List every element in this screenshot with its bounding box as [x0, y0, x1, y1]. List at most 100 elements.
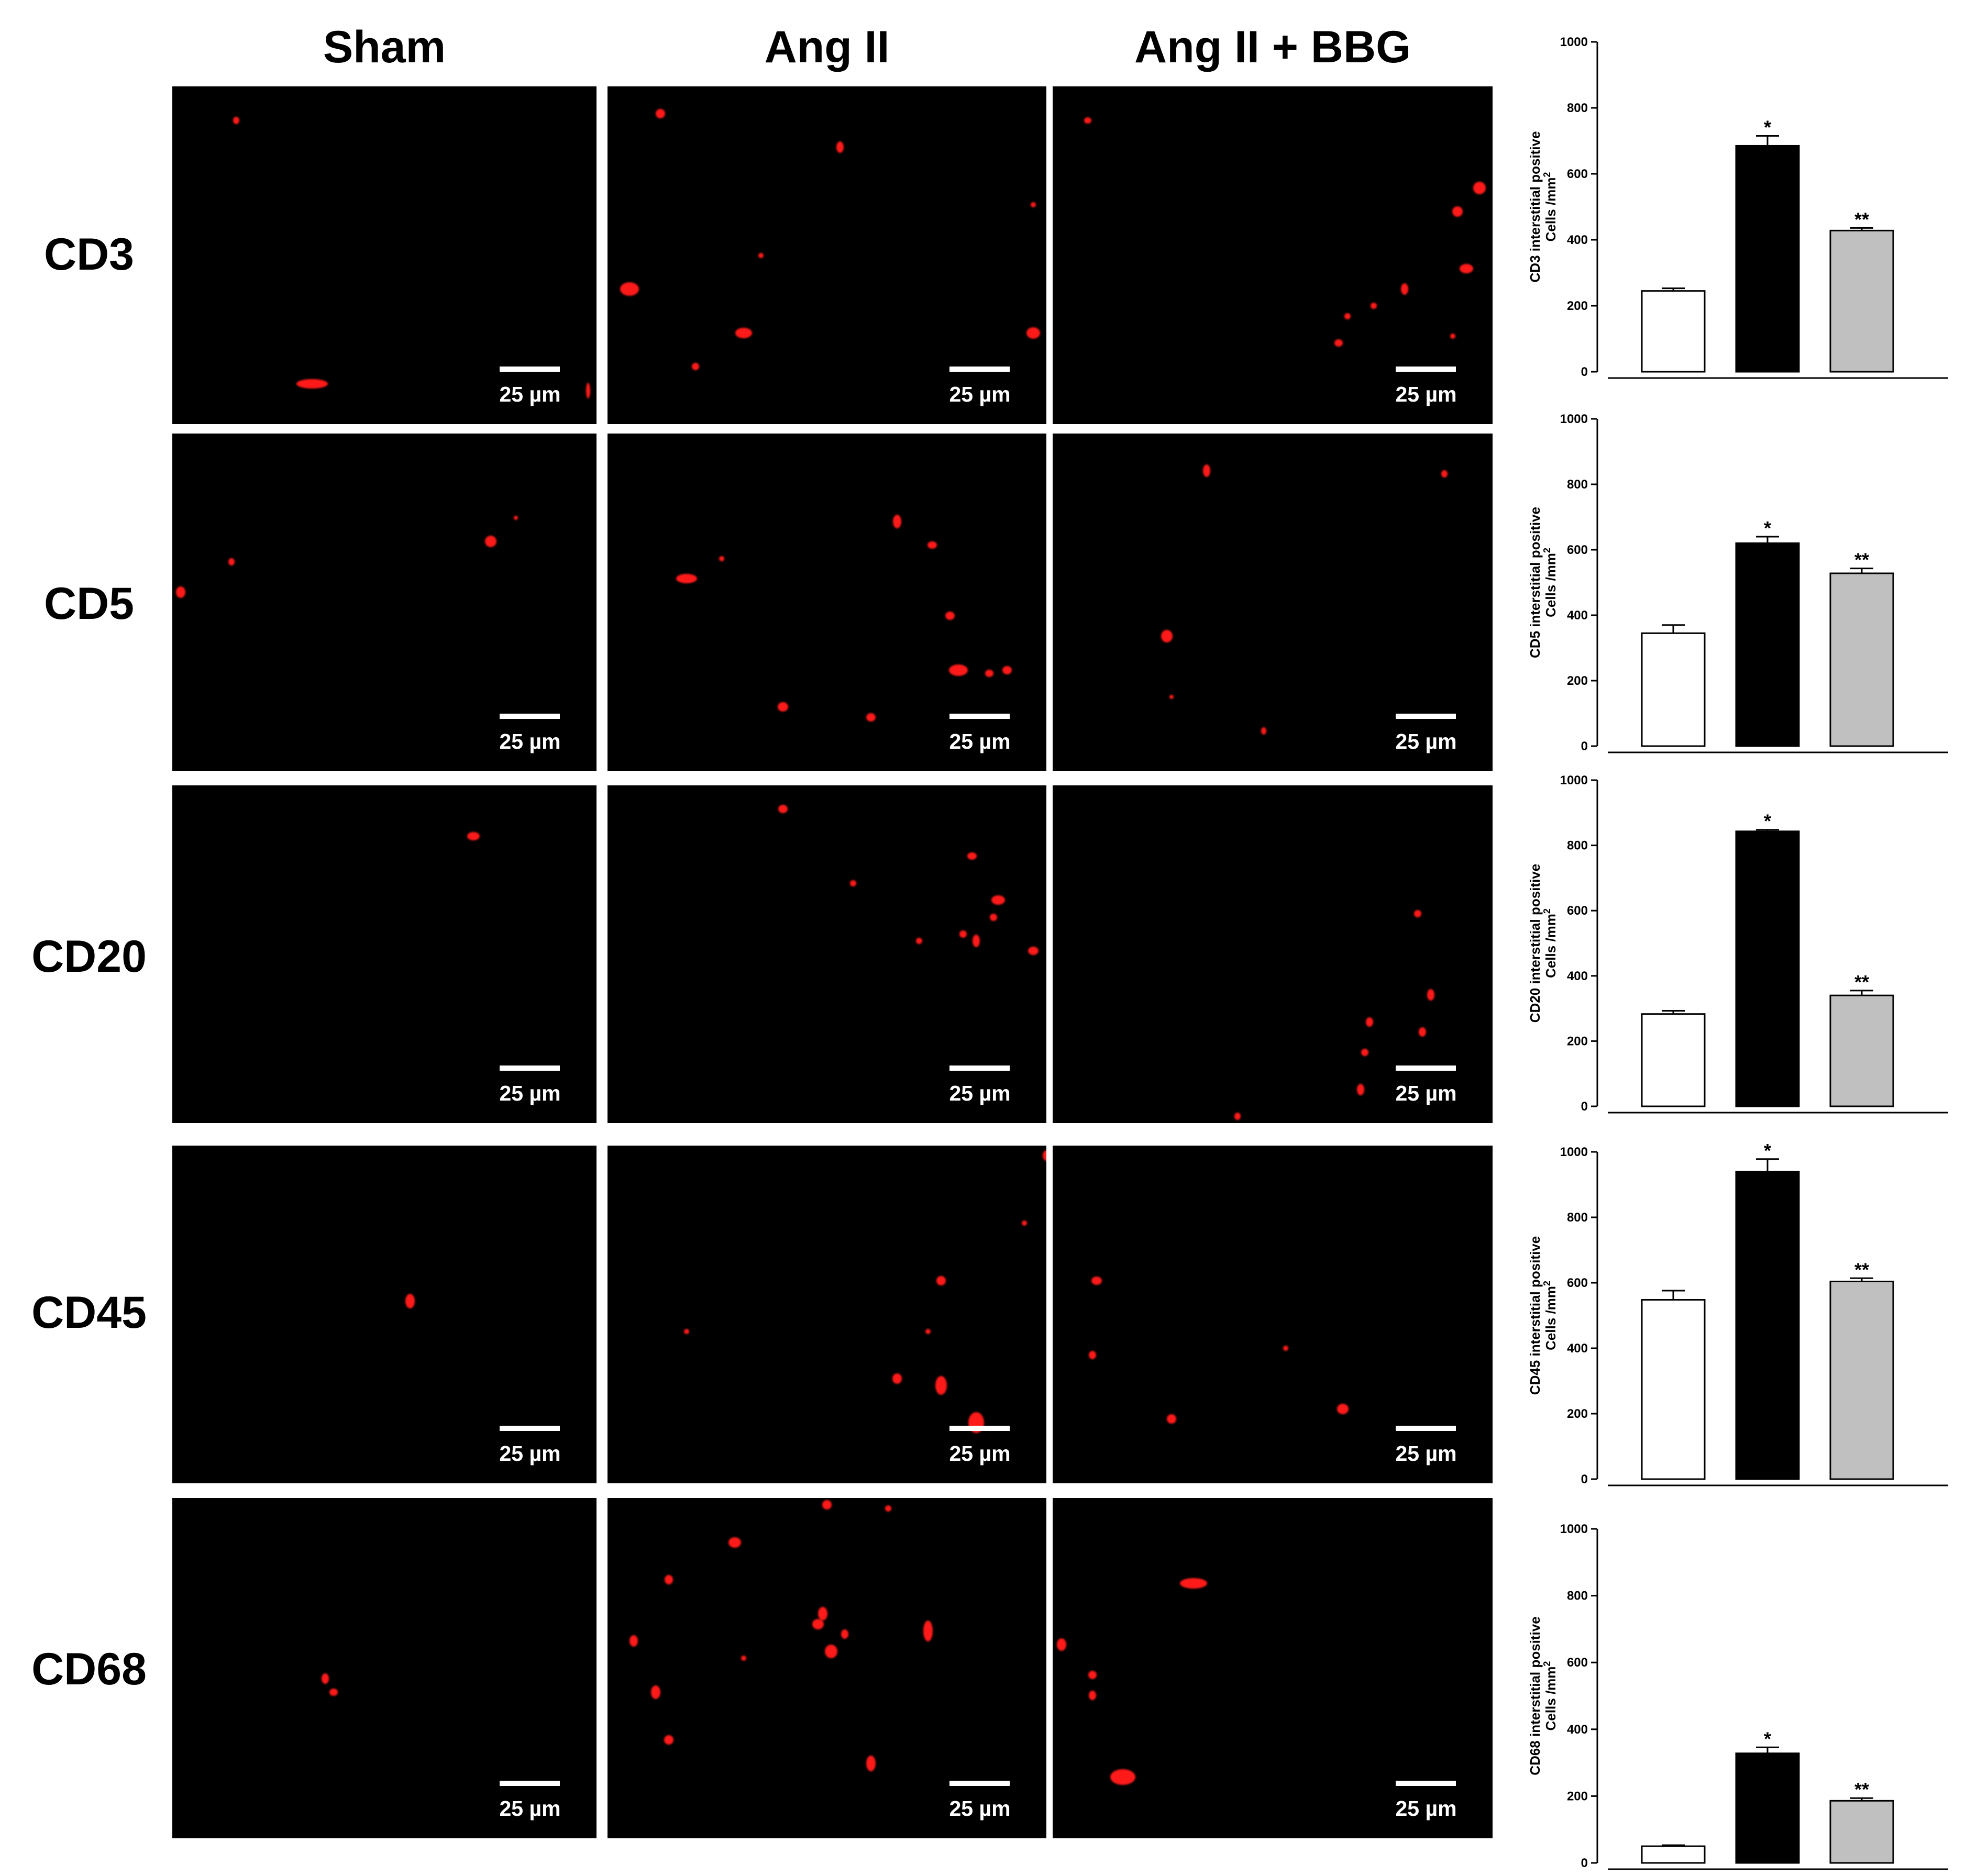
micrograph-cd45-sham: 25 µm [172, 1146, 597, 1483]
scale-bar [949, 1781, 1010, 1786]
stained-cell [651, 1685, 661, 1699]
stained-cell [1030, 202, 1036, 207]
stained-cell [990, 913, 998, 921]
scale-bar-label: 25 µm [949, 1441, 1011, 1466]
scale-bar [949, 714, 1010, 719]
stained-cell [586, 382, 590, 398]
stained-cell [1203, 464, 1210, 477]
y-tick-label: 1000 [1560, 412, 1588, 426]
significance-label: ** [1854, 549, 1869, 571]
y-tick-label: 400 [1567, 233, 1588, 247]
stained-cell [683, 1328, 689, 1334]
stained-cell [758, 252, 764, 258]
stained-cell [836, 141, 844, 153]
y-axis-label-superscript: 2 [1542, 908, 1552, 914]
stained-cell [991, 895, 1005, 905]
stained-cell [1166, 1414, 1176, 1424]
y-axis-label-superscript: 2 [1542, 1661, 1552, 1667]
row-label-cd5: CD5 [43, 578, 135, 629]
stained-cell [949, 664, 968, 676]
stained-cell [329, 1688, 338, 1696]
stained-cell [676, 574, 697, 584]
bar-chart-cd45: 0 200 400 600 800 1000 CD45 interstitial posit… [1527, 1140, 1948, 1486]
y-tick-label: 200 [1567, 1034, 1588, 1048]
micrograph-cd3-sham: 25 µm [172, 86, 597, 424]
scale-bar [949, 1065, 1010, 1071]
stained-cell [1344, 313, 1351, 319]
y-tick-label: 800 [1567, 101, 1588, 115]
micrograph-cd5-angii-bbg: 25 µm [1053, 434, 1493, 771]
bar [1641, 1299, 1706, 1480]
stained-cell [1337, 1404, 1349, 1415]
y-axis-label-line2: Cells /mm [1543, 177, 1559, 242]
scale-bar-label: 25 µm [949, 1796, 1011, 1821]
significance-label: * [1764, 1140, 1771, 1161]
bar [1735, 830, 1800, 1107]
stained-cell [321, 1673, 329, 1684]
stained-cell [1056, 1638, 1066, 1651]
bar [1829, 1800, 1894, 1864]
stained-cell [655, 108, 665, 118]
stained-cell [1261, 727, 1267, 735]
stained-cell [1473, 181, 1486, 194]
bar [1641, 1845, 1706, 1864]
significance-label: ** [1854, 1259, 1869, 1280]
bar-chart-cd3: 0 200 400 600 800 1000 CD3 interstitial positi… [1527, 35, 1948, 379]
stained-cell [841, 1629, 848, 1639]
stained-cell [915, 937, 922, 944]
scale-bar-label: 25 µm [1395, 382, 1457, 406]
micrograph-cd45-angii-bbg: 25 µm [1053, 1146, 1493, 1483]
stained-cell [728, 1537, 742, 1548]
row-label-cd45: CD45 [31, 1287, 147, 1338]
scale-bar-label: 25 µm [499, 1796, 561, 1821]
scale-bar [500, 1781, 560, 1786]
stained-cell [1088, 1671, 1097, 1679]
y-tick-label: 1000 [1560, 1522, 1588, 1536]
y-tick-label: 600 [1567, 904, 1588, 918]
bar [1829, 994, 1894, 1107]
bar [1735, 1752, 1800, 1864]
scale-bar [500, 367, 560, 372]
stained-cell [866, 713, 876, 721]
significance-label: * [1764, 811, 1771, 832]
stained-cell [1450, 334, 1456, 339]
row-label-cd68: CD68 [31, 1644, 147, 1694]
stained-cell [405, 1293, 415, 1308]
stained-cell [1026, 327, 1040, 339]
y-axis-label-line1: CD68 interstitial positive [1527, 1616, 1543, 1775]
stained-cell [228, 558, 235, 566]
y-tick-label: 400 [1567, 608, 1588, 623]
stained-cell [892, 1373, 902, 1384]
stained-cell [850, 880, 857, 887]
stained-cell [1441, 470, 1448, 478]
y-axis-label-line1: CD45 interstitial positive [1527, 1236, 1543, 1395]
stained-cell [514, 516, 518, 520]
stained-cell [1043, 1150, 1046, 1161]
micrograph-cd68-angii: 25 µm [608, 1498, 1046, 1838]
y-axis-label-superscript: 2 [1542, 1281, 1552, 1286]
stained-cell [1088, 1350, 1096, 1359]
bar [1641, 632, 1706, 747]
stained-cell [825, 1644, 838, 1658]
significance-label: * [1764, 517, 1771, 539]
stained-cell [1002, 665, 1012, 674]
y-axis-label-line2: Cells /mm [1543, 1286, 1559, 1350]
stained-cell [233, 116, 239, 124]
y-axis-label: CD45 interstitial positiveCells /mm2 [1527, 1236, 1559, 1395]
bar [1829, 229, 1894, 373]
y-tick-label: 0 [1581, 1856, 1588, 1870]
row-label-cd3: CD3 [43, 229, 135, 280]
stained-cell [935, 1375, 947, 1395]
stained-cell [1234, 1113, 1241, 1120]
scale-bar-label: 25 µm [499, 1441, 561, 1466]
micrograph-cd45-angii: 25 µm [608, 1146, 1046, 1483]
stained-cell [1161, 630, 1173, 642]
micrograph-cd3-angii: 25 µm [608, 86, 1046, 424]
scale-bar [500, 1065, 560, 1071]
stained-cell [176, 586, 186, 598]
stained-cell [1452, 206, 1463, 217]
y-axis-label: CD5 interstitial positiveCells /mm2 [1527, 507, 1559, 658]
stained-cell [629, 1635, 638, 1647]
scale-bar-label: 25 µm [1395, 1796, 1457, 1821]
y-axis-label-line2: Cells /mm [1543, 553, 1559, 617]
